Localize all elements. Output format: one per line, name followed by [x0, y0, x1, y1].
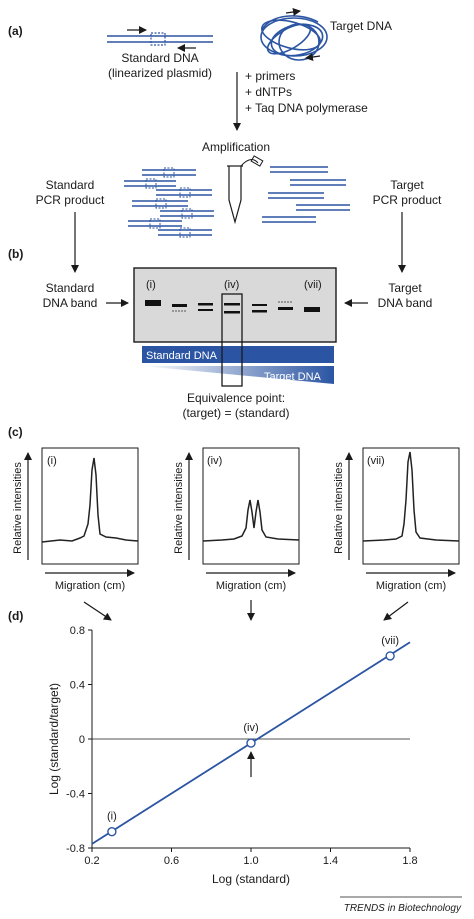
standard-dna-bar: [142, 346, 334, 363]
panel-b-label: (b): [8, 247, 23, 261]
target-dna-graphic: [260, 8, 328, 61]
x-tick-label: 1.0: [243, 855, 258, 867]
standard-band-label-2: DNA band: [43, 296, 98, 310]
reagent-taq: + Taq DNA polymerase: [245, 101, 368, 115]
target-dna-bar-label: Target DNA: [264, 371, 322, 383]
target-pcr-product-label-1: Target: [390, 178, 424, 192]
gel-lane-iv-label: (iv): [224, 279, 239, 291]
connector-arrow-i: [83, 601, 112, 621]
y-tick-label: 0: [79, 734, 85, 746]
chart-x-label: Log (standard): [212, 872, 290, 886]
standard-dna-graphic: [107, 26, 213, 52]
data-point: [385, 651, 395, 661]
reagent-primers: + primers: [245, 69, 295, 83]
panel-d-label: (d): [8, 609, 23, 623]
plot-vii-xlabel: Migration (cm): [376, 580, 446, 592]
calibration-chart: 0.2 0.6 1.0 1.4 1.8 -0.8 -0.4 0 0.4 0.8 (i) (iv) (v…: [47, 625, 418, 886]
plot-iv-roman-label: (iv): [207, 455, 222, 467]
data-point-label: (i): [107, 811, 117, 823]
standard-dna-bar-label: Standard DNA: [146, 350, 218, 362]
credit-label: TRENDS in Biotechnology: [344, 903, 462, 914]
panel-c-label: (c): [8, 425, 23, 439]
x-tick-label: 1.8: [402, 855, 417, 867]
target-band-label-2: DNA band: [378, 296, 433, 310]
linearized-plasmid-label: (linearized plasmid): [108, 66, 212, 80]
x-tick-label: 0.2: [84, 855, 99, 867]
equivalence-box: [221, 293, 243, 387]
gel-lane-vii-label: (vii): [304, 279, 322, 291]
plot-i-roman-label: (i): [47, 455, 57, 467]
equivalence-point-label-1: Equivalence point:: [187, 391, 285, 405]
y-tick-label: -0.4: [66, 789, 85, 801]
gel-lane-i-label: (i): [146, 279, 156, 291]
data-point-label: (vii): [381, 635, 399, 647]
plot-iv-xlabel: Migration (cm): [216, 580, 286, 592]
target-band-label-1: Target: [388, 281, 422, 295]
plot-vii-ylabel: Relative intensities: [333, 462, 345, 554]
x-tick-label: 0.6: [164, 855, 179, 867]
equivalence-point-label-2: (target) = (standard): [182, 406, 289, 420]
x-tick-label: 1.4: [323, 855, 338, 867]
densitometry-plot-i: (i) Relative intensities Migration (cm): [12, 447, 139, 592]
plot-i-xlabel: Migration (cm): [55, 580, 125, 592]
pcr-tube-icon: [227, 155, 264, 225]
standard-band-label-1: Standard: [46, 281, 95, 295]
data-point: [107, 826, 117, 837]
target-pcr-product-label-2: PCR product: [373, 193, 442, 207]
plot-vii-roman-label: (vii): [367, 455, 385, 467]
target-pcr-products: [262, 166, 350, 223]
y-tick-label: 0.8: [70, 625, 85, 637]
standard-pcr-products: [124, 167, 214, 238]
data-point-label: (iv): [243, 722, 258, 734]
plot-i-ylabel: Relative intensities: [12, 462, 24, 554]
plot-iv-ylabel: Relative intensities: [173, 462, 185, 554]
gel-bands: [145, 300, 320, 314]
standard-pcr-product-label-1: Standard: [46, 178, 95, 192]
standard-pcr-product-label-2: PCR product: [36, 193, 105, 207]
connector-arrow-vii: [383, 601, 409, 621]
data-point: [246, 738, 256, 748]
densitometry-plot-iv: (iv) Relative intensities Migration (cm): [173, 447, 300, 592]
target-dna-wedge: [142, 366, 334, 384]
chart-y-label: Log (standard/target): [47, 683, 61, 795]
y-tick-label: 0.4: [70, 680, 85, 692]
standard-dna-label: Standard DNA: [121, 51, 198, 65]
amplification-label: Amplification: [202, 140, 270, 154]
reagent-dntps: + dNTPs: [245, 85, 292, 99]
panel-a-label: (a): [8, 24, 23, 38]
densitometry-plot-vii: (vii) Relative intensities Migration (cm…: [333, 447, 460, 592]
y-tick-label: -0.8: [66, 843, 85, 855]
target-dna-label: Target DNA: [330, 19, 392, 33]
